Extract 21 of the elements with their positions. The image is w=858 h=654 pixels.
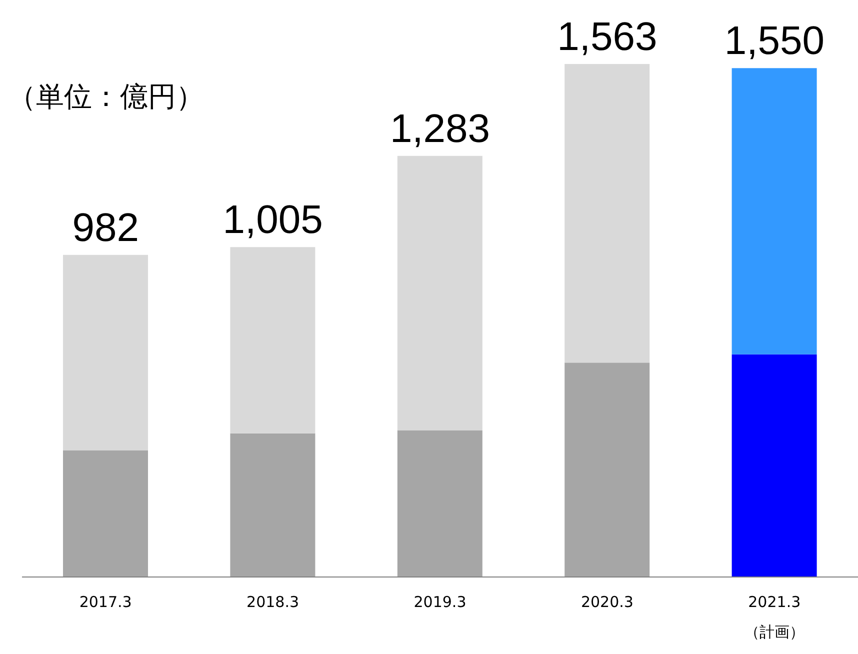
bar [230, 433, 316, 577]
bar [63, 450, 148, 577]
x-tick-label: 2018.3 [246, 593, 300, 611]
annotation: 1,550 [724, 19, 824, 64]
annotation: 1,005 [222, 198, 323, 242]
bar [732, 354, 817, 577]
bar [732, 68, 817, 354]
bar [397, 430, 482, 577]
bar [230, 247, 316, 434]
bar [564, 362, 650, 577]
x-tick-label: 2019.3 [414, 593, 466, 611]
x-tick-label: 2017.3 [79, 593, 132, 611]
bar [63, 254, 148, 450]
annotation: 982 [72, 206, 139, 250]
x-tick-label: 2021.3 （計画） [744, 593, 804, 641]
x-tick-label: 2020.3 [580, 593, 634, 611]
bar [397, 156, 482, 430]
annotation: 1,563 [557, 15, 658, 59]
annotation: 1,283 [390, 106, 490, 151]
annotation: （単位：億円） [8, 79, 204, 115]
bar [564, 64, 650, 363]
